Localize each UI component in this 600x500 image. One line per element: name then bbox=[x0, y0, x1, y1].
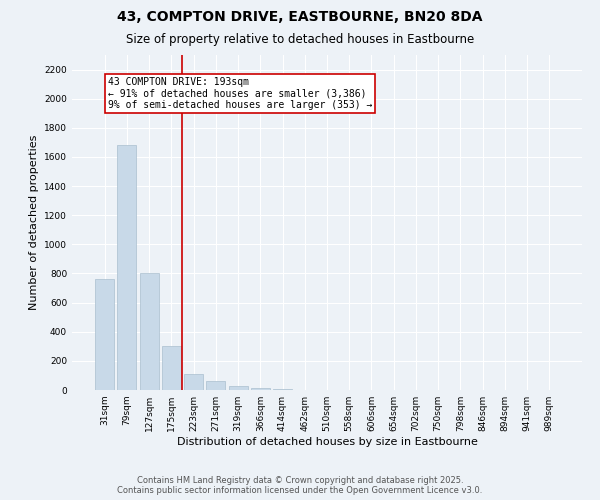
Text: 43, COMPTON DRIVE, EASTBOURNE, BN20 8DA: 43, COMPTON DRIVE, EASTBOURNE, BN20 8DA bbox=[117, 10, 483, 24]
Bar bbox=[273, 389, 292, 390]
Bar bbox=[140, 274, 158, 390]
Text: Size of property relative to detached houses in Eastbourne: Size of property relative to detached ho… bbox=[126, 32, 474, 46]
Bar bbox=[95, 280, 114, 390]
Bar bbox=[162, 346, 181, 390]
Bar bbox=[184, 374, 203, 390]
Bar bbox=[229, 386, 248, 390]
Bar bbox=[118, 146, 136, 390]
Text: 43 COMPTON DRIVE: 193sqm
← 91% of detached houses are smaller (3,386)
9% of semi: 43 COMPTON DRIVE: 193sqm ← 91% of detach… bbox=[108, 77, 373, 110]
X-axis label: Distribution of detached houses by size in Eastbourne: Distribution of detached houses by size … bbox=[176, 437, 478, 447]
Bar bbox=[251, 388, 270, 390]
Text: Contains HM Land Registry data © Crown copyright and database right 2025.
Contai: Contains HM Land Registry data © Crown c… bbox=[118, 476, 482, 495]
Bar bbox=[206, 380, 225, 390]
Y-axis label: Number of detached properties: Number of detached properties bbox=[29, 135, 38, 310]
